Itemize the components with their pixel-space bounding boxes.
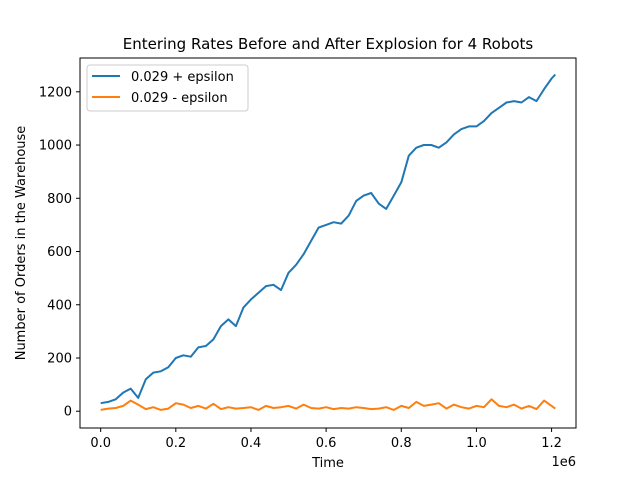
y-axis-label: Number of Orders in the Warehouse (14, 126, 29, 361)
legend-label-series-1: 0.029 + epsilon (131, 70, 234, 85)
x-tick-label: 0.0 (90, 436, 111, 451)
x-tick-label: 0.6 (316, 436, 337, 451)
x-tick-label: 1.0 (466, 436, 487, 451)
series-line-2 (100, 398, 556, 411)
y-axis-ticks: 0 200 400 600 800 1000 1200 (39, 85, 80, 420)
plot-area (80, 58, 576, 428)
x-tick-label: 0.4 (241, 436, 262, 451)
series-layer (100, 73, 557, 411)
y-tick-label: 800 (47, 192, 72, 207)
y-tick-label: 400 (47, 298, 72, 313)
x-tick-label: 0.8 (391, 436, 412, 451)
x-tick-label: 0.2 (165, 436, 186, 451)
legend: 0.029 + epsilon 0.029 - epsilon (86, 64, 249, 112)
series-line-1 (100, 73, 557, 405)
y-tick-label: 1200 (39, 85, 72, 100)
x-axis-label: Time (311, 456, 344, 471)
legend-box (86, 64, 249, 112)
x-axis-offset-label: 1e6 (551, 455, 576, 470)
plot-frame (79, 57, 577, 429)
y-tick-label: 600 (47, 245, 72, 260)
y-tick-label: 1000 (39, 139, 72, 154)
x-tick-label: 1.2 (541, 436, 562, 451)
y-tick-label: 200 (47, 351, 72, 366)
legend-label-series-2: 0.029 - epsilon (131, 91, 228, 106)
y-tick-label: 0 (64, 405, 72, 420)
x-axis-ticks: 0.0 0.2 0.4 0.6 0.8 1.0 1.2 (90, 428, 562, 451)
chart-title: Entering Rates Before and After Explosio… (123, 35, 534, 53)
